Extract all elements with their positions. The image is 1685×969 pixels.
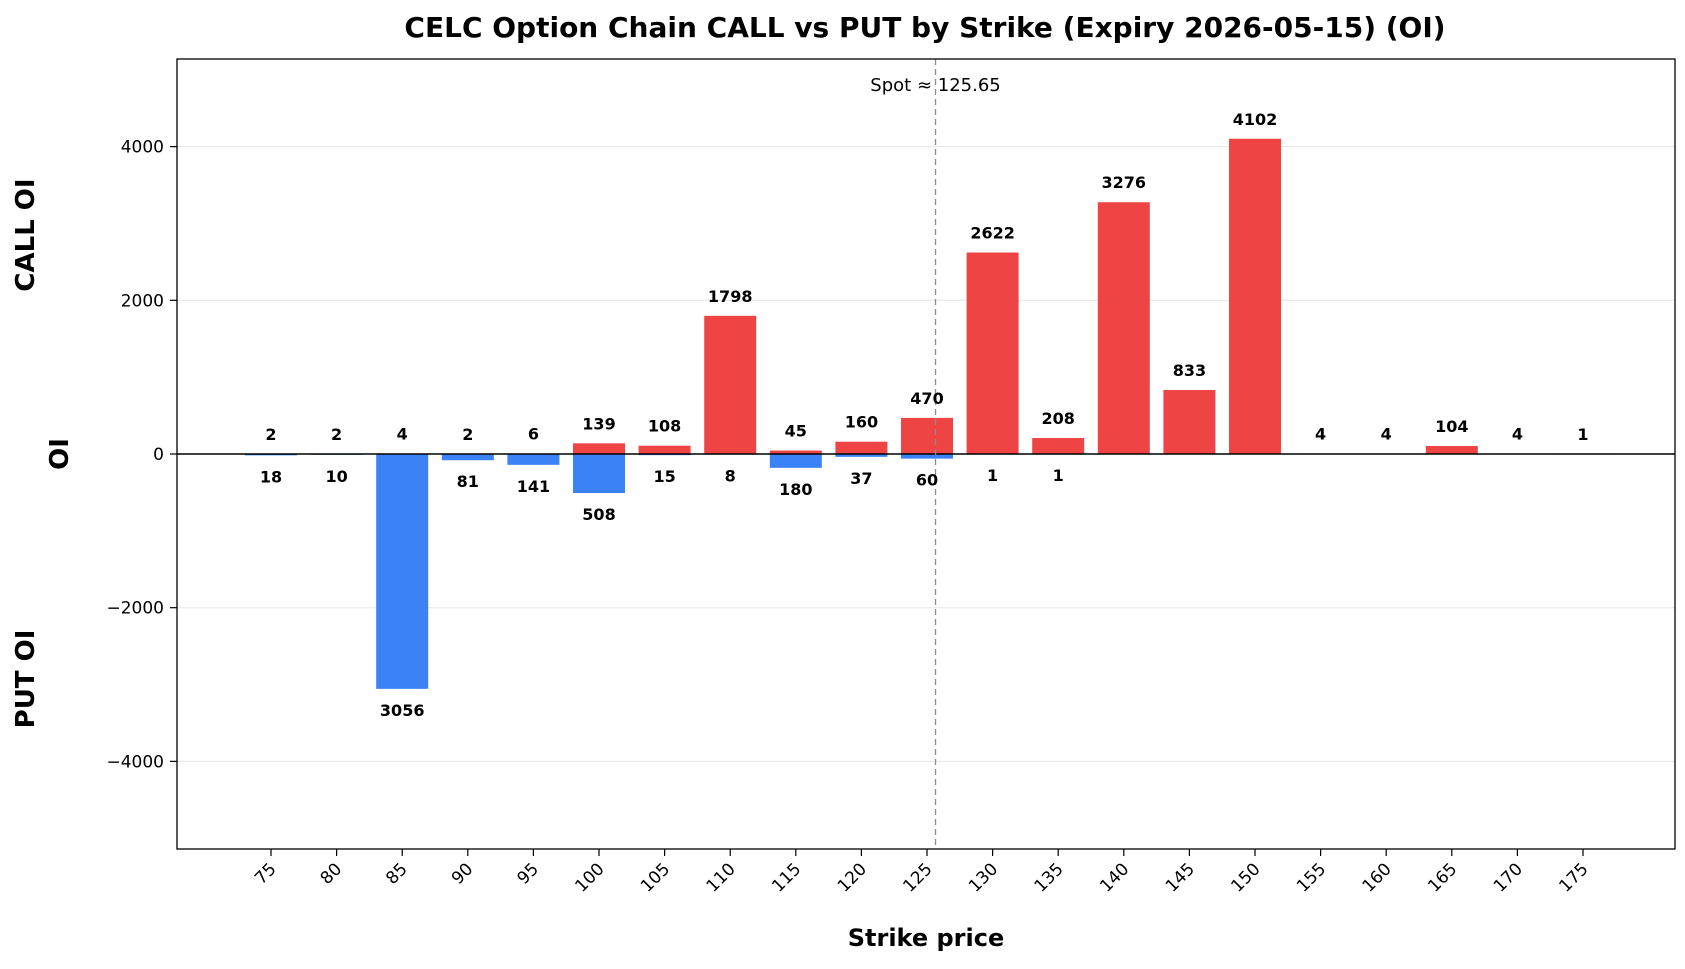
put-bar-label: 81	[457, 472, 479, 491]
put-bar-label: 8	[725, 467, 736, 486]
x-tick-label: 80	[317, 859, 346, 888]
call-bar-label: 2	[265, 425, 276, 444]
call-bar-label: 4	[1512, 425, 1523, 444]
call-bar-label: 2	[331, 425, 342, 444]
x-tick-label: 135	[1031, 859, 1068, 896]
call-bar-label: 4	[397, 425, 408, 444]
call-bar-label: 4	[1315, 425, 1326, 444]
put-bar-label: 508	[582, 505, 615, 524]
x-tick-label: 105	[637, 859, 674, 896]
call-bar-label: 1	[1577, 425, 1588, 444]
y-tick-label: 2000	[121, 291, 164, 311]
call-bar-label: 833	[1173, 361, 1206, 380]
put-bar-label: 15	[653, 467, 675, 486]
x-tick-label: 170	[1490, 859, 1527, 896]
put-bar	[376, 454, 429, 689]
call-oi-label: CALL OI	[11, 178, 41, 291]
x-tick-label: 100	[571, 859, 608, 896]
y-tick-label: −4000	[106, 752, 164, 772]
x-tick-label: 140	[1096, 859, 1133, 896]
put-bar	[441, 454, 494, 461]
call-bar-label: 104	[1435, 417, 1468, 436]
spot-marker: Spot ≈ 125.65	[870, 59, 1001, 849]
call-bar-label: 160	[845, 413, 878, 432]
call-bar-label: 139	[582, 414, 615, 433]
x-tick-label: 115	[768, 859, 805, 896]
put-bar-label: 37	[850, 469, 872, 488]
y-axis-title: OI	[45, 438, 75, 470]
x-axis-title: Strike price	[848, 924, 1005, 952]
call-bar-label: 3276	[1102, 173, 1147, 192]
call-bar-label: 4	[1381, 425, 1392, 444]
x-axis-ticks: 75 80 85 90 95 100 105 110 115 120 125 130 135 140 145…	[251, 849, 1593, 896]
spot-label: Spot ≈ 125.65	[870, 75, 1000, 96]
put-bar-label: 1	[987, 466, 998, 485]
x-tick-label: 125	[899, 859, 936, 896]
call-bar	[638, 445, 691, 454]
y-tick-label: 4000	[121, 138, 164, 158]
call-bar	[1097, 202, 1150, 454]
call-bar	[1032, 438, 1085, 454]
bar-labels: 2182104305628161411395081081517988451801…	[260, 110, 1589, 720]
call-bar	[704, 315, 757, 454]
y-tick-label: 0	[153, 445, 164, 465]
put-bar	[901, 454, 953, 459]
x-tick-label: 110	[703, 859, 740, 896]
call-bar-label: 1798	[708, 287, 753, 306]
call-bar	[1229, 138, 1281, 454]
put-bar-label: 180	[779, 480, 812, 499]
put-bar-label: 10	[325, 467, 347, 486]
put-bar-label: 60	[916, 471, 938, 490]
call-bar-label: 2622	[970, 224, 1015, 243]
x-tick-label: 150	[1227, 859, 1264, 896]
x-tick-label: 165	[1424, 859, 1461, 896]
call-bar-label: 208	[1041, 409, 1074, 428]
y-axis-ticks: −4000 −2000 0 2000 4000	[106, 138, 177, 772]
put-bar-label: 18	[260, 467, 282, 486]
x-tick-label: 175	[1555, 859, 1592, 896]
call-bars	[245, 138, 1609, 455]
x-tick-label: 130	[965, 859, 1002, 896]
call-bar-label: 4102	[1233, 110, 1278, 129]
call-bar	[901, 417, 953, 454]
x-tick-label: 145	[1162, 859, 1199, 896]
put-bars	[245, 454, 1085, 689]
x-tick-label: 75	[251, 859, 280, 888]
x-tick-label: 120	[834, 859, 871, 896]
call-bar-label: 45	[785, 422, 807, 441]
call-bar-label: 108	[648, 417, 681, 436]
chart-title: CELC Option Chain CALL vs PUT by Strike …	[404, 11, 1445, 44]
put-bar	[835, 454, 888, 457]
put-bar	[507, 454, 560, 465]
call-bar	[835, 441, 888, 454]
put-bar	[573, 454, 625, 494]
put-bar-label: 141	[517, 477, 550, 496]
call-bar-label: 470	[910, 389, 943, 408]
call-bar	[1163, 389, 1216, 454]
x-tick-label: 160	[1359, 859, 1396, 896]
x-tick-label: 85	[382, 859, 411, 888]
put-bar-label: 3056	[380, 701, 425, 720]
call-bar	[966, 252, 1019, 454]
put-oi-label: PUT OI	[11, 630, 41, 729]
x-tick-label: 155	[1293, 859, 1330, 896]
x-tick-label: 95	[513, 859, 542, 888]
put-bar	[769, 454, 822, 468]
call-bar-label: 6	[528, 425, 539, 444]
x-tick-label: 90	[448, 859, 477, 888]
put-bar-label: 1	[1053, 466, 1064, 485]
call-bar	[573, 443, 625, 454]
call-bar-label: 2	[462, 425, 473, 444]
call-bar	[1425, 446, 1478, 454]
call-bar	[769, 450, 822, 454]
y-tick-label: −2000	[106, 599, 164, 619]
